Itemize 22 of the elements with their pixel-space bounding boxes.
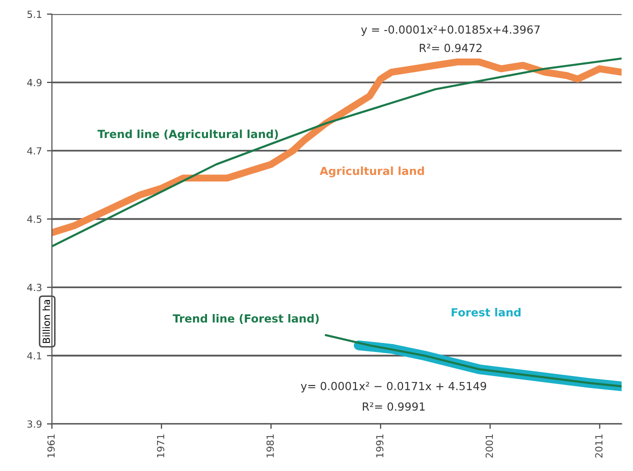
x-tick-label: 2011 <box>595 434 603 458</box>
annotation: y = -0.0001x²+0.0185x+4.3967 <box>361 25 540 36</box>
text: Agricultural land <box>320 166 424 178</box>
x-tick-label: 1971 <box>156 434 164 458</box>
x-tick-label: 1991 <box>376 434 384 458</box>
y-tick-label: 4.1 <box>27 352 42 360</box>
text: Forest land <box>452 308 521 316</box>
y-tick-label: 4.3 <box>27 284 42 292</box>
y-tick-label: 4.9 <box>27 78 42 86</box>
series-label: Trend line (Agricultural land) <box>98 130 278 140</box>
series-label: Trend line (Forest land) <box>172 314 319 324</box>
x-tick-label: 1981 <box>266 434 274 458</box>
annotation: R²= 0.9991 <box>362 402 425 411</box>
y-tick-label: 3.9 <box>27 420 42 428</box>
y-axis-title: Billion ha <box>42 300 50 343</box>
y-tick-label: 4.5 <box>27 216 42 223</box>
annotation: y= 0.0001x² − 0.0171x + 4.5149 <box>300 382 486 392</box>
x-tick-label: 2001 <box>486 434 493 458</box>
annotation: R²= 0.9472 <box>420 44 482 52</box>
y-tick-label: 4.7 <box>27 147 42 154</box>
y-tick-label: 5.1 <box>27 10 42 18</box>
x-tick-label: 1961 <box>47 434 55 458</box>
